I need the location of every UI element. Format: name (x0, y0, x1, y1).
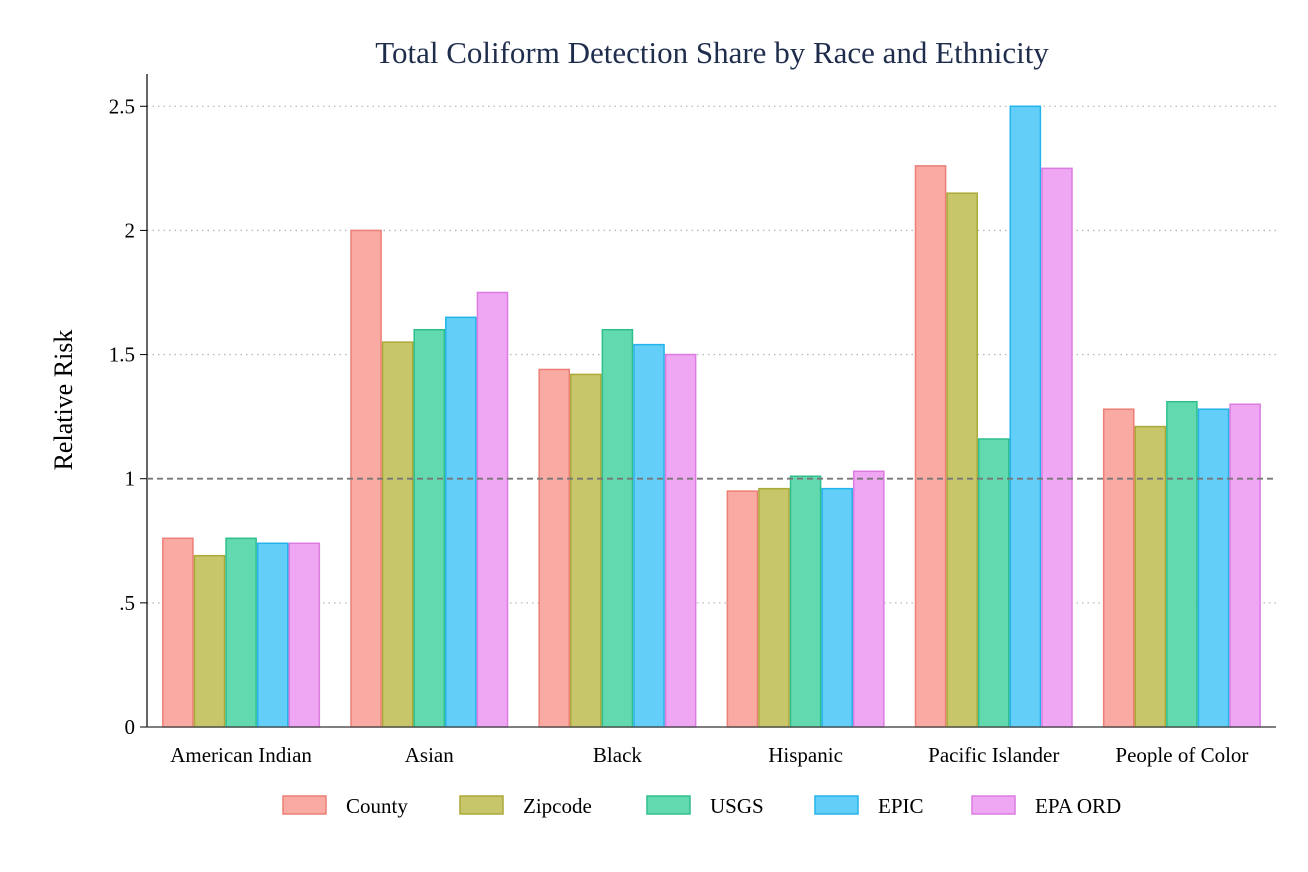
bar-epa-ord (288, 542, 321, 728)
legend-swatch-epa-ord (971, 795, 1016, 815)
bar-epa-ord (1041, 167, 1073, 728)
bar-county (350, 229, 382, 728)
axes (140, 74, 1276, 728)
bars (162, 105, 1261, 728)
legend-label: Zipcode (523, 794, 592, 818)
bar-zipcode (570, 373, 602, 728)
bar-zipcode (381, 341, 414, 728)
bar-usgs (413, 328, 446, 728)
bar-usgs (977, 438, 1010, 728)
y-tick-label: 2.5 (109, 94, 135, 118)
bar-county (726, 490, 759, 728)
bar-epa-ord (1229, 403, 1261, 728)
bar-usgs (789, 475, 822, 728)
y-tick-labels: 0 .5 1 1.5 2 2.5 (109, 94, 135, 739)
x-category-label: People of Color (1115, 743, 1248, 767)
bar-usgs (225, 537, 257, 728)
bar-county (1102, 408, 1135, 728)
x-category-label: Hispanic (768, 743, 843, 767)
bar-zipcode (1134, 425, 1167, 728)
legend-label: EPIC (878, 794, 924, 818)
bar-epa-ord (664, 353, 697, 728)
y-tick-label: 1.5 (109, 343, 135, 367)
legend-label: County (346, 794, 408, 818)
bar-epic (256, 542, 289, 728)
bar-zipcode (946, 192, 978, 728)
legend-label: EPA ORD (1035, 794, 1121, 818)
legend-label: USGS (710, 794, 764, 818)
y-tick-label: 2 (125, 218, 136, 242)
y-tick-label: 0 (125, 715, 136, 739)
legend-swatch-usgs (646, 795, 691, 815)
bar-epic (445, 316, 477, 728)
bar-county (538, 368, 571, 728)
y-axis-title: Relative Risk (49, 330, 78, 471)
x-category-label: Black (593, 743, 642, 767)
bar-zipcode (193, 554, 226, 728)
bar-county (914, 165, 947, 728)
gridlines (147, 105, 1276, 604)
legend-swatch-zipcode (459, 795, 504, 815)
x-category-label: Pacific Islander (928, 743, 1059, 767)
legend-swatch-epic (814, 795, 859, 815)
bar-county (162, 537, 194, 728)
bar-epic (633, 343, 665, 728)
bar-usgs (1166, 400, 1198, 728)
x-category-label: Asian (405, 743, 454, 767)
legend: County Zipcode USGS EPIC EPA ORD (282, 794, 1121, 818)
bar-epa-ord (852, 470, 885, 728)
bar-epic (1009, 105, 1042, 728)
bar-epic (1197, 408, 1230, 728)
bar-usgs (601, 328, 634, 728)
chart-title: Total Coliform Detection Share by Race a… (375, 35, 1049, 70)
bar-epa-ord (476, 291, 509, 728)
y-tick-label: 1 (125, 467, 136, 491)
x-category-labels: American Indian Asian Black Hispanic Pacific… (170, 743, 1248, 767)
y-tick-label: .5 (119, 591, 135, 615)
bar-epic (821, 487, 853, 728)
legend-swatch-county (282, 795, 327, 815)
x-category-label: American Indian (170, 743, 312, 767)
bar-zipcode (758, 487, 790, 728)
